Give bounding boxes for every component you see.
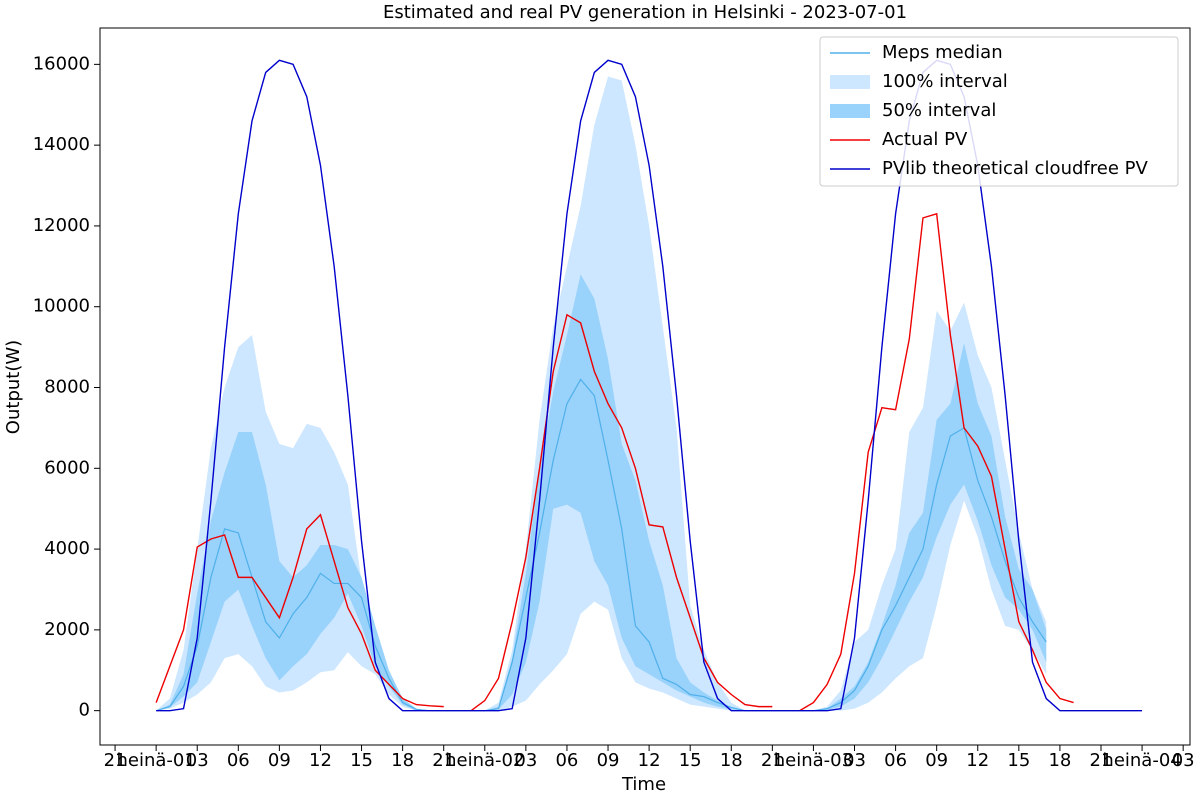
- x-tick-label: 15: [350, 750, 373, 771]
- x-tick-label: 03: [514, 750, 537, 771]
- legend-label: 50% interval: [882, 100, 996, 121]
- x-tick-label: 12: [638, 750, 661, 771]
- x-tick-label: 03: [843, 750, 866, 771]
- x-axis-label: Time: [621, 774, 666, 795]
- x-tick-label: 12: [309, 750, 332, 771]
- x-tick-label: 15: [679, 750, 702, 771]
- x-tick-label: 18: [1048, 750, 1071, 771]
- y-tick-label: 10000: [33, 296, 90, 317]
- y-tick-label: 8000: [44, 377, 90, 398]
- series-line: [470, 313, 773, 712]
- series-line: [155, 513, 444, 708]
- x-tick-label: 06: [227, 750, 250, 771]
- legend-swatch: [830, 75, 870, 89]
- x-tick-label: 09: [925, 750, 948, 771]
- x-tick-label: 06: [555, 750, 578, 771]
- x-tick-label: heinä-01: [116, 750, 195, 771]
- x-tick-label: 18: [391, 750, 414, 771]
- y-axis-label: Output(W): [3, 340, 24, 434]
- legend-box: [819, 36, 1179, 187]
- x-tick-label: 21: [1090, 750, 1113, 771]
- x-tick-label: 21: [104, 750, 127, 771]
- x-tick-label: 03: [1172, 750, 1195, 771]
- series-line: [799, 212, 1074, 712]
- x-tick-label: heinä-04: [1102, 750, 1181, 771]
- y-tick-label: 14000: [33, 134, 90, 155]
- y-tick-label: 6000: [44, 457, 90, 478]
- legend-label: PVlib theoretical cloudfree PV: [882, 158, 1148, 179]
- y-tick-label: 4000: [44, 538, 90, 559]
- x-tick-label: 18: [720, 750, 743, 771]
- x-tick-label: heinä-02: [445, 750, 524, 771]
- x-tick-label: 09: [597, 750, 620, 771]
- chart-title: Estimated and real PV generation in Hels…: [383, 2, 907, 23]
- legend-label: Actual PV: [882, 129, 968, 150]
- legend-label: 100% interval: [882, 71, 1008, 92]
- x-tick-label: 09: [268, 750, 291, 771]
- x-tick-label: 21: [761, 750, 784, 771]
- x-tick-label: 12: [966, 750, 989, 771]
- y-tick-label: 12000: [33, 215, 90, 236]
- legend: Meps median 100% interval 50% interval Actu…: [819, 36, 1179, 187]
- x-tick-label: 15: [1007, 750, 1030, 771]
- x-tick-label: 21: [432, 750, 455, 771]
- y-tick-label: 0: [79, 700, 90, 721]
- axes-frame: [99, 27, 1191, 746]
- x-tick-label: heinä-03: [774, 750, 853, 771]
- x-tick-label: 06: [884, 750, 907, 771]
- series-line: [155, 378, 1047, 712]
- interval-band: [156, 274, 1047, 711]
- y-tick-label: 16000: [33, 53, 90, 74]
- x-tick-label: 03: [186, 750, 209, 771]
- y-tick-label: 2000: [44, 619, 90, 640]
- legend-label: Meps median: [882, 42, 1003, 63]
- legend-swatch: [830, 104, 870, 118]
